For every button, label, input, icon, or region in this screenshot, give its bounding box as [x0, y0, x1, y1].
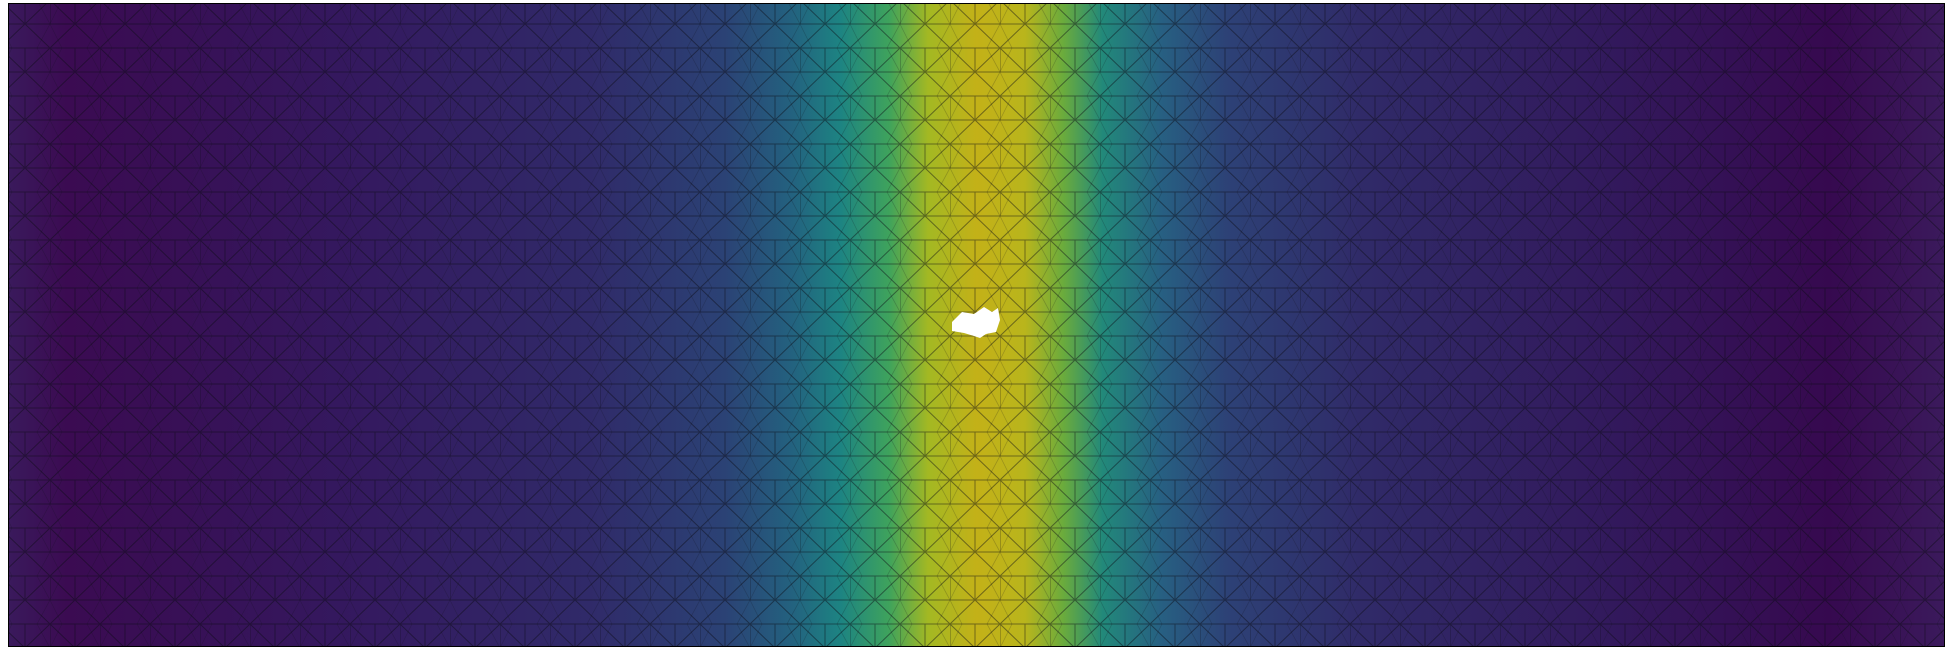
border	[8, 3, 1945, 647]
hole	[952, 307, 1000, 338]
